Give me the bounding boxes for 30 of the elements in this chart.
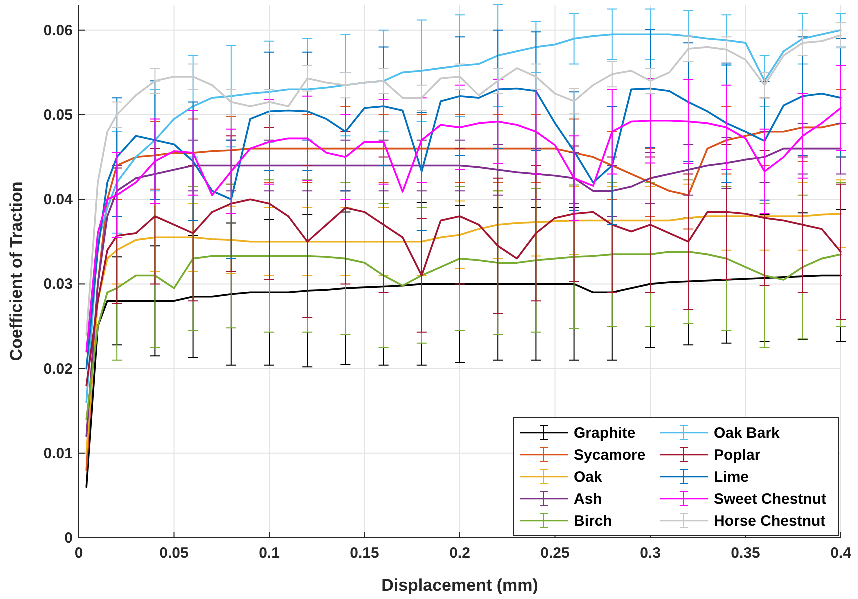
x-tick-label: 0.05	[160, 545, 189, 562]
x-tick-label: 0.25	[540, 545, 570, 562]
x-tick-label: 0.4	[830, 545, 852, 562]
y-tick-label: 0.06	[44, 22, 73, 40]
x-tick-label: 0.3	[640, 545, 661, 562]
y-tick-label: 0.05	[44, 106, 73, 124]
line-series	[86, 122, 842, 472]
legend-label: Birch	[574, 513, 612, 530]
y-tick-label: 0.04	[44, 192, 74, 209]
y-tick-label: 0.03	[44, 276, 73, 294]
legend-label: Oak Bark	[714, 425, 781, 442]
legend-label: Graphite	[574, 425, 636, 442]
legend-label: Poplar	[714, 447, 761, 464]
legend-label: Sweet Chestnut	[714, 491, 827, 508]
y-axis-title: Coefficient of Traction	[7, 182, 26, 362]
y-tick-label: 0.02	[44, 360, 73, 378]
legend-label: Ash	[574, 491, 602, 508]
legend-label: Horse Chestnut	[714, 513, 826, 530]
x-tick-label: 0.1	[259, 545, 280, 562]
y-tick-label: 0.01	[44, 445, 73, 462]
legend-label: Oak	[574, 469, 604, 486]
x-tick-label: 0.15	[350, 545, 380, 562]
x-tick-label: 0.35	[731, 545, 760, 562]
legend-label: Sycamore	[574, 447, 646, 464]
y-tick-label: 0	[64, 530, 73, 547]
line-series	[86, 274, 842, 488]
line-series	[86, 251, 842, 420]
x-tick-label: 0.2	[450, 545, 470, 562]
x-axis-title: Displacement (mm)	[382, 576, 538, 595]
legend-label: Lime	[714, 469, 750, 486]
